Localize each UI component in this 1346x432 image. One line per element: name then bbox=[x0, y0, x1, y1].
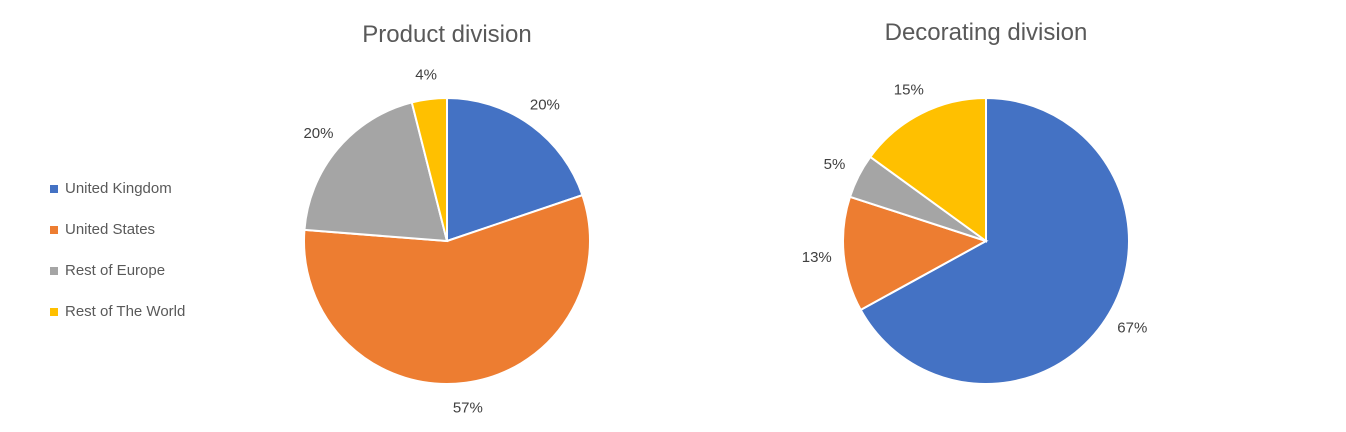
legend-label-united-kingdom: United Kingdom bbox=[65, 180, 172, 197]
legend-item-united-kingdom: United Kingdom bbox=[50, 168, 185, 209]
legend-label-rest-of-the-world: Rest of The World bbox=[65, 303, 186, 320]
data-label-rest-of-the-world: 15% bbox=[894, 82, 924, 99]
chart-title: Product division bbox=[362, 21, 531, 48]
product-division-pie: Product division 20% 57% 20% 4% bbox=[303, 21, 591, 417]
legend-swatch-united-kingdom bbox=[50, 184, 58, 193]
legend-item-rest-of-europe: Rest of Europe bbox=[50, 250, 185, 291]
data-label-united-kingdom: 67% bbox=[1117, 320, 1147, 337]
legend-item-united-states: United States bbox=[50, 209, 185, 250]
pie-slice-united-kingdom bbox=[446, 96, 584, 243]
decorating-division-pie: Decorating division 67% 13% 5% 15% bbox=[802, 19, 1147, 385]
legend-swatch-rest-of-europe bbox=[50, 266, 58, 275]
legend-label-rest-of-europe: Rest of Europe bbox=[65, 262, 166, 279]
data-label-rest-of-europe: 20% bbox=[303, 125, 333, 142]
data-label-united-states: 13% bbox=[802, 249, 832, 266]
pie-slice-united-states bbox=[303, 193, 591, 385]
pie-slice-rest-of-europe bbox=[303, 101, 449, 243]
legend-swatch-united-states bbox=[50, 225, 58, 234]
legend: United Kingdom United States Rest of Eur… bbox=[50, 168, 185, 332]
pie-slice-rest-of-the-world bbox=[868, 96, 987, 243]
data-label-rest-of-europe: 5% bbox=[824, 156, 846, 173]
chart-title: Decorating division bbox=[885, 19, 1088, 46]
legend-swatch-rest-of-the-world bbox=[50, 307, 58, 316]
data-label-united-kingdom: 20% bbox=[530, 96, 560, 113]
legend-label-united-states: United States bbox=[65, 221, 156, 238]
pie-slice-united-kingdom bbox=[859, 96, 1130, 385]
pie-slice-united-states bbox=[842, 195, 989, 312]
pie-slice-rest-of-the-world bbox=[410, 96, 448, 242]
data-label-rest-of-the-world: 4% bbox=[415, 66, 437, 83]
legend-item-rest-of-the-world: Rest of The World bbox=[50, 291, 185, 332]
data-label-united-states: 57% bbox=[453, 400, 483, 417]
